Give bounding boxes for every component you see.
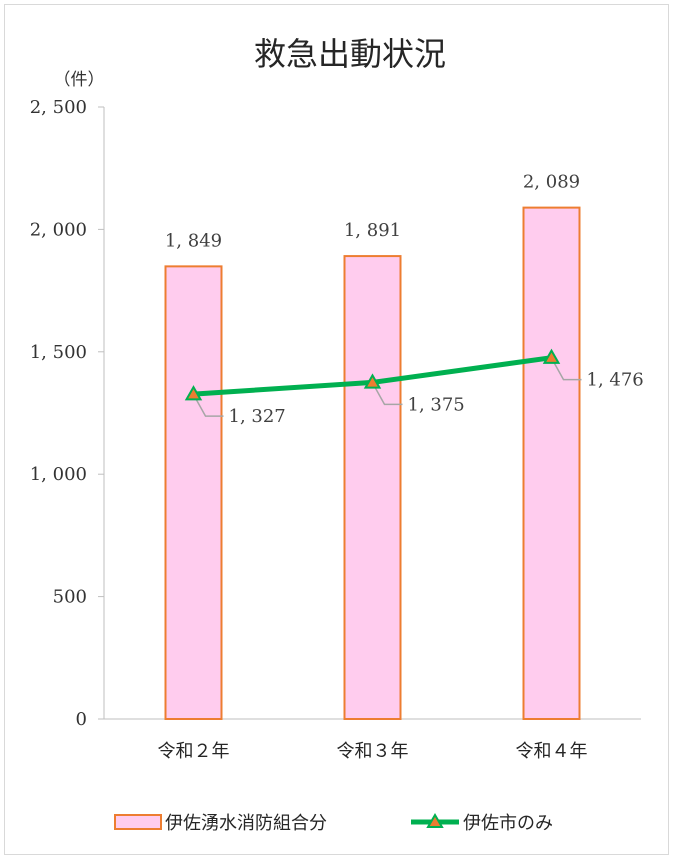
line-label-leader <box>194 397 224 417</box>
y-tick-label: 0 <box>76 709 87 730</box>
bar <box>343 255 402 721</box>
line-marker <box>542 348 561 364</box>
line-marker <box>363 373 382 389</box>
y-tick-label: 500 <box>53 587 87 608</box>
line-data-label: 1, 375 <box>408 394 465 415</box>
x-tick-label: 令和２年 <box>158 741 230 762</box>
y-tick-label: 1, 500 <box>30 342 87 363</box>
line-label-leader <box>552 361 582 381</box>
bar-data-label: 2, 089 <box>523 172 580 193</box>
legend-swatch-marker <box>426 813 444 828</box>
y-tick-label: 2, 500 <box>30 97 87 118</box>
x-tick-label: 令和３年 <box>337 741 409 762</box>
bar-data-label: 1, 849 <box>165 230 222 251</box>
y-tick-label: 1, 000 <box>30 464 87 485</box>
legend-swatch-bar <box>114 814 162 830</box>
line-marker <box>184 385 203 401</box>
line-label-leader <box>373 386 403 406</box>
line-data-label: 1, 476 <box>587 370 644 391</box>
legend-label-line: 伊佐市のみ <box>463 813 553 834</box>
line-data-label: 1, 327 <box>229 406 286 427</box>
chart-title: 救急出動状況 <box>254 35 446 73</box>
x-tick-label: 令和４年 <box>516 741 588 762</box>
bar <box>522 206 581 720</box>
legend-label-bar: 伊佐湧水消防組合分 <box>165 813 327 834</box>
bar-data-label: 1, 891 <box>344 220 401 241</box>
y-unit-label: （件） <box>54 70 105 90</box>
bar <box>164 265 223 720</box>
y-tick-label: 2, 000 <box>30 219 87 240</box>
chart-frame: 救急出動状況 （件） 0 500 1, 000 1, 500 2, 000 2, 500 令和２… <box>4 4 669 855</box>
chart-svg: 救急出動状況 （件） 0 500 1, 000 1, 500 2, 000 2, 500 令和２… <box>30 35 644 834</box>
